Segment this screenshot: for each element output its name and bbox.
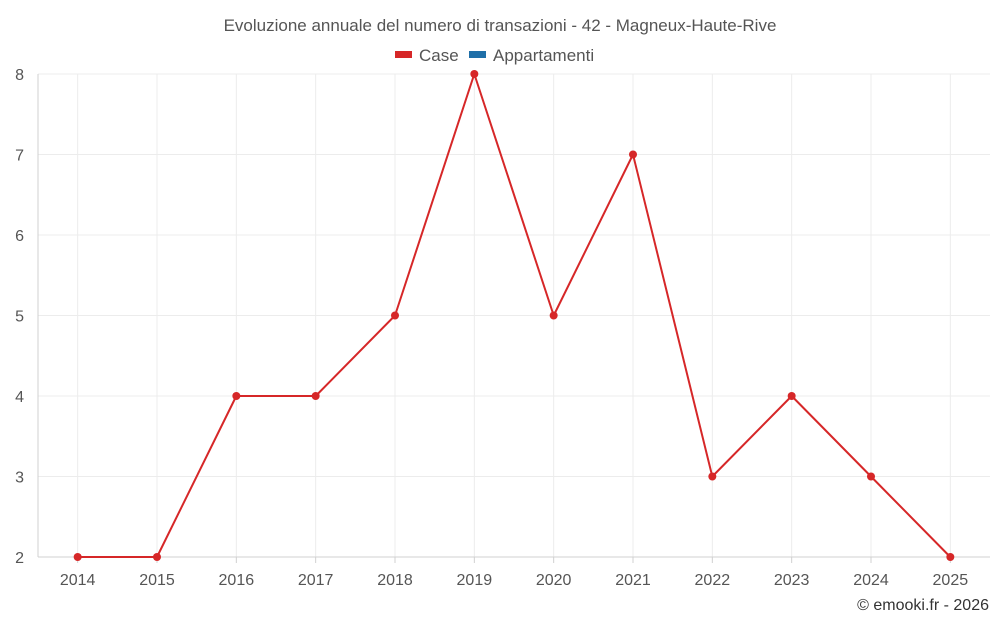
data-point-case[interactable] — [153, 553, 161, 561]
data-point-case[interactable] — [312, 392, 320, 400]
axes — [38, 74, 990, 563]
x-tick-label: 2020 — [536, 572, 572, 589]
x-tick-label: 2018 — [377, 572, 413, 589]
y-tick-label: 2 — [15, 550, 24, 567]
gridlines — [38, 74, 990, 557]
data-point-case[interactable] — [788, 392, 796, 400]
y-tick-label: 3 — [15, 470, 24, 487]
data-point-case[interactable] — [550, 312, 558, 320]
data-point-case[interactable] — [708, 473, 716, 481]
data-point-case[interactable] — [391, 312, 399, 320]
y-tick-label: 8 — [15, 67, 24, 84]
chart-title: Evoluzione annuale del numero di transaz… — [224, 16, 777, 35]
credit-text: © emooki.fr - 2026 — [857, 597, 989, 614]
x-tick-label: 2019 — [457, 572, 493, 589]
x-axis-ticks: 2014 2015 2016 2017 2018 2019 2020 2021 2022 2023… — [60, 572, 968, 589]
legend-label-appartamenti: Appartamenti — [493, 46, 594, 65]
x-tick-label: 2022 — [695, 572, 731, 589]
data-point-case[interactable] — [946, 553, 954, 561]
data-point-case[interactable] — [629, 151, 637, 159]
x-tick-label: 2021 — [615, 572, 651, 589]
data-point-case[interactable] — [470, 70, 478, 78]
y-tick-label: 4 — [15, 389, 24, 406]
y-tick-label: 7 — [15, 148, 24, 165]
legend-swatch-appartamenti — [469, 51, 486, 58]
legend-label-case: Case — [419, 46, 459, 65]
y-tick-label: 5 — [15, 309, 24, 326]
y-tick-label: 6 — [15, 228, 24, 245]
data-point-case[interactable] — [74, 553, 82, 561]
legend-swatch-case — [395, 51, 412, 58]
x-tick-label: 2025 — [933, 572, 969, 589]
x-tick-label: 2016 — [219, 572, 255, 589]
legend-item-case[interactable]: Case — [395, 46, 459, 65]
x-tick-label: 2023 — [774, 572, 810, 589]
data-point-case[interactable] — [867, 473, 875, 481]
x-tick-label: 2015 — [139, 572, 175, 589]
y-axis-ticks: 2 3 4 5 6 7 8 — [15, 67, 24, 567]
x-tick-label: 2024 — [853, 572, 889, 589]
legend: Case Appartamenti — [395, 46, 594, 65]
x-tick-label: 2017 — [298, 572, 334, 589]
x-tick-label: 2014 — [60, 572, 96, 589]
legend-item-appartamenti[interactable]: Appartamenti — [469, 46, 594, 65]
data-point-case[interactable] — [232, 392, 240, 400]
